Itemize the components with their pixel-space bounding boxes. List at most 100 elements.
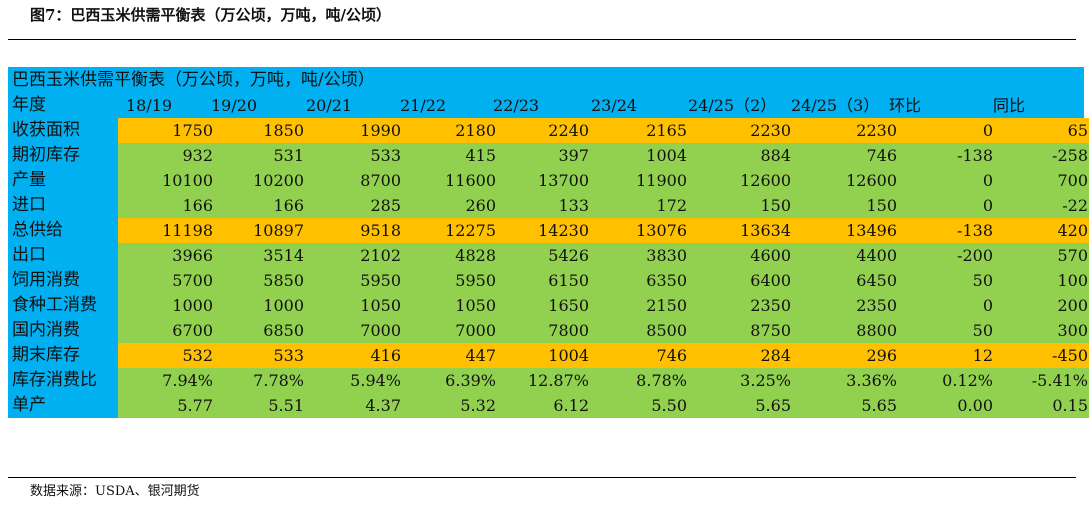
value-cell: 12.87% [527, 371, 589, 390]
value-cell: 0.12% [942, 371, 993, 390]
value-cell: 1000 [263, 296, 304, 315]
value-cell: 260 [465, 196, 496, 215]
value-cell: 172 [656, 196, 687, 215]
table-title: 巴西玉米供需平衡表（万公顷，万吨，吨/公顷） [12, 70, 375, 90]
value-cell: 532 [182, 346, 213, 365]
value-cell: 5.65 [861, 396, 897, 415]
figure-title: 图7：巴西玉米供需平衡表（万公顷，万吨，吨/公顷） [30, 6, 391, 24]
table-row: 出口 3966 3514 2102 4828 5426 3830 4600 4400 -200 57… [8, 243, 1089, 268]
header-cell: 21/22 [400, 96, 447, 115]
header-cell: 19/20 [211, 96, 258, 115]
value-cell: 12600 [846, 171, 897, 190]
bottom-rule [8, 477, 1076, 478]
value-cell: 13076 [636, 221, 687, 240]
value-cell: 8800 [856, 321, 897, 340]
value-cell: 2230 [856, 121, 897, 140]
row-label: 期初库存 [12, 145, 80, 165]
row-label: 饲用消费 [12, 270, 80, 290]
value-cell: 14230 [538, 221, 589, 240]
table-row: 收获面积 1750 1850 1990 2180 2240 2165 2230 2230 0 65 [8, 118, 1089, 143]
row-band [118, 218, 1089, 243]
header-cell: 23/24 [591, 96, 638, 115]
value-cell: 5426 [548, 246, 589, 265]
value-cell: 200 [1057, 296, 1088, 315]
value-cell: 0 [982, 121, 993, 140]
value-cell: 13634 [740, 221, 791, 240]
value-cell: 1850 [263, 121, 304, 140]
value-cell: 133 [558, 196, 589, 215]
table-row: 产量 10100 10200 8700 11600 13700 11900 12600 1260… [8, 168, 1089, 193]
value-cell: 415 [465, 146, 496, 165]
value-cell: 700 [1057, 171, 1088, 190]
value-cell: 0.15 [1052, 396, 1088, 415]
value-cell: -138 [957, 221, 993, 240]
value-cell: 4400 [856, 246, 897, 265]
value-cell: 166 [273, 196, 304, 215]
row-band [118, 368, 1089, 393]
table-row: 期末库存 532 533 416 447 1004 746 284 296 12 -450 [8, 343, 1089, 368]
value-cell: 5950 [455, 271, 496, 290]
value-cell: 2230 [750, 121, 791, 140]
header-cell: 24/25（2） [688, 96, 777, 115]
row-band [118, 118, 1089, 143]
value-cell: 5850 [263, 271, 304, 290]
value-cell: 50 [972, 321, 993, 340]
value-cell: 3.25% [740, 371, 791, 390]
value-cell: 884 [760, 146, 791, 165]
value-cell: -258 [1052, 146, 1088, 165]
value-cell: -5.41% [1031, 371, 1088, 390]
value-cell: 3966 [172, 246, 213, 265]
value-cell: 5950 [360, 271, 401, 290]
header-cell: 22/23 [493, 96, 540, 115]
value-cell: 1000 [172, 296, 213, 315]
value-cell: 7000 [455, 321, 496, 340]
header-cell: 18/19 [126, 96, 173, 115]
header-cell: 24/25（3） [791, 96, 880, 115]
value-cell: 13700 [538, 171, 589, 190]
value-cell: 150 [866, 196, 897, 215]
header-cell: 环比 [889, 96, 922, 115]
value-cell: 420 [1057, 221, 1088, 240]
value-cell: 3514 [263, 246, 304, 265]
value-cell: 7.78% [253, 371, 304, 390]
value-cell: 397 [558, 146, 589, 165]
value-cell: 11900 [636, 171, 687, 190]
value-cell: 5.32 [460, 396, 496, 415]
value-cell: 2150 [646, 296, 687, 315]
value-cell: 6350 [646, 271, 687, 290]
row-label: 收获面积 [12, 120, 80, 140]
value-cell: 6400 [750, 271, 791, 290]
value-cell: 10200 [253, 171, 304, 190]
table-row: 进口 166 166 285 260 133 172 150 150 0 -22 [8, 193, 1089, 218]
value-cell: 11198 [162, 221, 213, 240]
row-band [118, 143, 1089, 168]
value-cell: 1650 [548, 296, 589, 315]
value-cell: 6.12 [553, 396, 589, 415]
value-cell: 4600 [750, 246, 791, 265]
row-label: 单产 [12, 395, 46, 415]
value-cell: 6150 [548, 271, 589, 290]
value-cell: 2102 [360, 246, 401, 265]
value-cell: 12 [972, 346, 993, 365]
header-label: 年度 [12, 95, 46, 115]
value-cell: 6850 [263, 321, 304, 340]
header-cell: 同比 [993, 96, 1026, 115]
value-cell: 166 [182, 196, 213, 215]
header-cell: 20/21 [306, 96, 353, 115]
row-band [118, 168, 1089, 193]
value-cell: 100 [1057, 271, 1088, 290]
value-cell: -200 [957, 246, 993, 265]
value-cell: 12600 [740, 171, 791, 190]
value-cell: 4.37 [365, 396, 401, 415]
row-band [118, 243, 1089, 268]
value-cell: 746 [866, 146, 897, 165]
value-cell: 416 [370, 346, 401, 365]
row-band [118, 268, 1089, 293]
value-cell: 5.51 [268, 396, 304, 415]
value-cell: -450 [1052, 346, 1088, 365]
value-cell: 300 [1057, 321, 1088, 340]
value-cell: 2165 [646, 121, 687, 140]
value-cell: 0 [982, 196, 993, 215]
table-row: 食种工消费 1000 1000 1050 1050 1650 2150 2350 2350 0 20… [8, 293, 1089, 318]
row-band [118, 293, 1089, 318]
